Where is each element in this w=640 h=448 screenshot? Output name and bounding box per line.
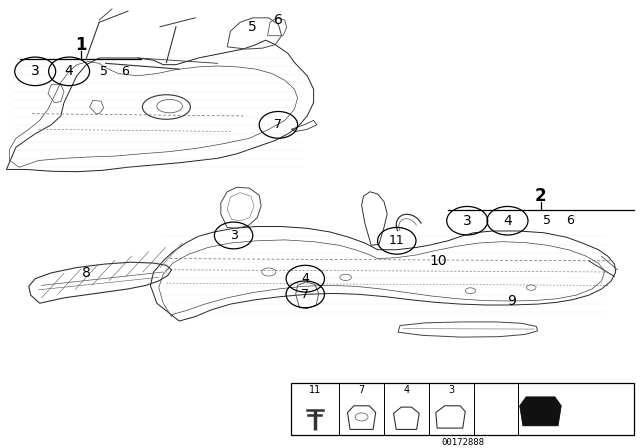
Text: 6: 6 [274, 13, 283, 27]
Text: 3: 3 [31, 65, 40, 78]
Text: 4: 4 [503, 214, 512, 228]
Text: 1: 1 [75, 36, 86, 55]
Polygon shape [520, 397, 561, 426]
Text: 8: 8 [82, 266, 91, 280]
Text: 00172888: 00172888 [441, 438, 484, 447]
Text: 10: 10 [429, 254, 447, 268]
Text: 7: 7 [358, 385, 365, 395]
Text: 4: 4 [65, 65, 74, 78]
Text: 5: 5 [543, 214, 551, 227]
Text: 3: 3 [448, 385, 454, 395]
Text: 11: 11 [308, 385, 321, 395]
Text: 2: 2 [535, 187, 547, 205]
Text: 5: 5 [248, 20, 257, 34]
Text: 7: 7 [301, 288, 309, 301]
Text: 5: 5 [100, 65, 108, 78]
Text: 7: 7 [275, 118, 282, 131]
Text: 3: 3 [230, 229, 237, 242]
Text: 4: 4 [301, 272, 309, 285]
Text: 9: 9 [508, 294, 516, 308]
Text: 3: 3 [463, 214, 472, 228]
Text: 6: 6 [566, 214, 573, 227]
Text: 6: 6 [121, 65, 129, 78]
Text: 4: 4 [403, 385, 410, 395]
Text: 11: 11 [389, 234, 404, 247]
